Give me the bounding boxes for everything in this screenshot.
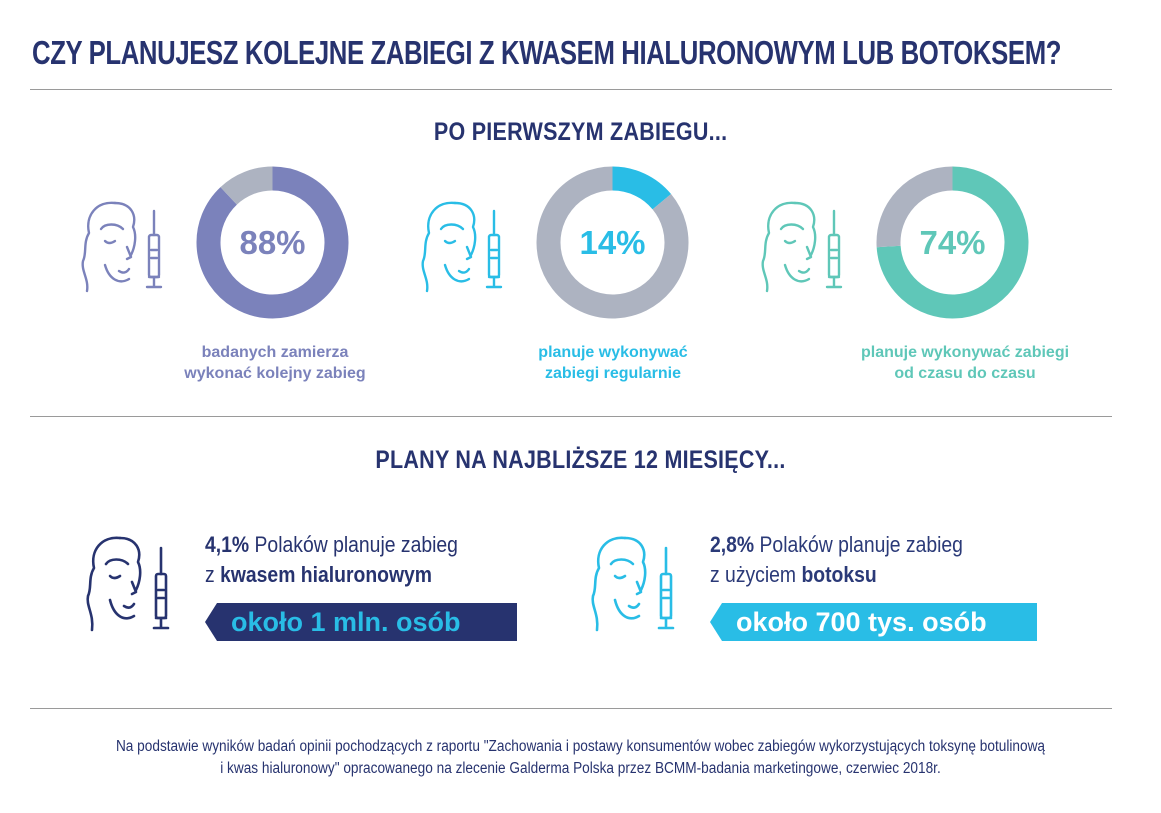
footnote-line1: Na podstawie wyników badań opinii pochod… <box>115 738 1046 755</box>
donut-3-caption-line2: od czasu do czasu <box>894 365 1036 382</box>
face-syringe-icon <box>86 536 170 632</box>
donut-chart-1 <box>196 166 349 319</box>
donut-1-rest-arc <box>220 166 274 205</box>
title-divider <box>30 89 1112 90</box>
donut-chart-3 <box>876 166 1029 319</box>
donut-3-value-arc <box>876 166 1029 319</box>
source-footnote: Na podstawie wyników badań opinii pochod… <box>0 736 1161 780</box>
plan-1-line2-prefix: z <box>205 562 221 587</box>
donut-1-label: 88% <box>239 223 306 261</box>
plan-2-text: 2,8% Polaków planuje zabieg z użyciem bo… <box>710 530 963 590</box>
donut-3-rest-arc <box>876 166 954 248</box>
plan-1-percent: 4,1% <box>205 532 250 557</box>
face-syringe-icon <box>591 536 675 632</box>
donut-chart-2 <box>536 166 689 319</box>
banner-arrow-shape <box>710 603 722 641</box>
plan-1-line2-bold: kwasem hialuronowym <box>220 562 433 587</box>
donut-1-value-arc <box>196 166 349 319</box>
donut-block-1: 88% badanych zamierza wykonać kolejny za… <box>75 165 405 395</box>
donut-2-caption-line1: planuje wykonywać <box>538 344 688 361</box>
donut-1-caption-line2: wykonać kolejny zabieg <box>184 365 366 382</box>
donut-1-caption: badanych zamierza wykonać kolejny zabieg <box>145 342 405 384</box>
plan-2-percent: 2,8% <box>710 532 755 557</box>
plan-1-text: 4,1% Polaków planuje zabieg z kwasem hia… <box>205 530 458 590</box>
face-syringe-icon <box>81 201 163 293</box>
section-title-12-months: PLANY NA NAJBLIŻSZE 12 MIESIĘCY... <box>375 446 786 474</box>
section-title-first-treatment: PO PIERWSZYM ZABIEGU... <box>433 118 728 146</box>
plan-2-line1: Polaków planuje zabieg <box>754 532 963 557</box>
donut-2-caption: planuje wykonywać zabiegi regularnie <box>483 342 743 384</box>
plan-1-banner-text: około 1 mln. osób <box>217 603 517 641</box>
donut-3-label: 74% <box>919 223 986 261</box>
donut-2-caption-line2: zabiegi regularnie <box>544 365 682 382</box>
page-title: CZY PLANUJESZ KOLEJNE ZABIEGI Z KWASEM H… <box>32 34 1062 71</box>
plan-2-line2-prefix: z użyciem <box>710 562 802 587</box>
donut-3-caption-line1: planuje wykonywać zabiegi <box>860 344 1070 361</box>
plan-block-botox: 2,8% Polaków planuje zabieg z użyciem bo… <box>585 530 1045 660</box>
plan-2-banner: około 700 tys. osób <box>710 603 1037 641</box>
donut-block-2: 14% planuje wykonywać zabiegi regularnie <box>415 165 745 395</box>
face-syringe-icon <box>421 201 503 293</box>
plan-1-line1: Polaków planuje zabieg <box>249 532 458 557</box>
donut-1-caption-line1: badanych zamierza <box>201 344 349 361</box>
footer-divider <box>30 708 1112 709</box>
plan-2-line2-bold: botoksu <box>801 562 877 587</box>
footnote-line2: i kwas hialuronowy" opracowanego na zlec… <box>220 760 941 777</box>
plan-1-banner: około 1 mln. osób <box>205 603 517 641</box>
donut-2-rest-arc <box>536 166 689 319</box>
donut-block-3: 74% planuje wykonywać zabiegi od czasu d… <box>755 165 1085 395</box>
plan-2-banner-text: około 700 tys. osób <box>722 603 1037 641</box>
face-syringe-icon <box>761 201 843 293</box>
donut-2-label: 14% <box>579 223 646 261</box>
donut-2-value-arc <box>611 166 672 210</box>
donut-3-caption: planuje wykonywać zabiegi od czasu do cz… <box>835 342 1095 384</box>
section-divider <box>30 416 1112 417</box>
banner-arrow-shape <box>205 603 217 641</box>
plan-block-hyaluronic: 4,1% Polaków planuje zabieg z kwasem hia… <box>80 530 540 660</box>
